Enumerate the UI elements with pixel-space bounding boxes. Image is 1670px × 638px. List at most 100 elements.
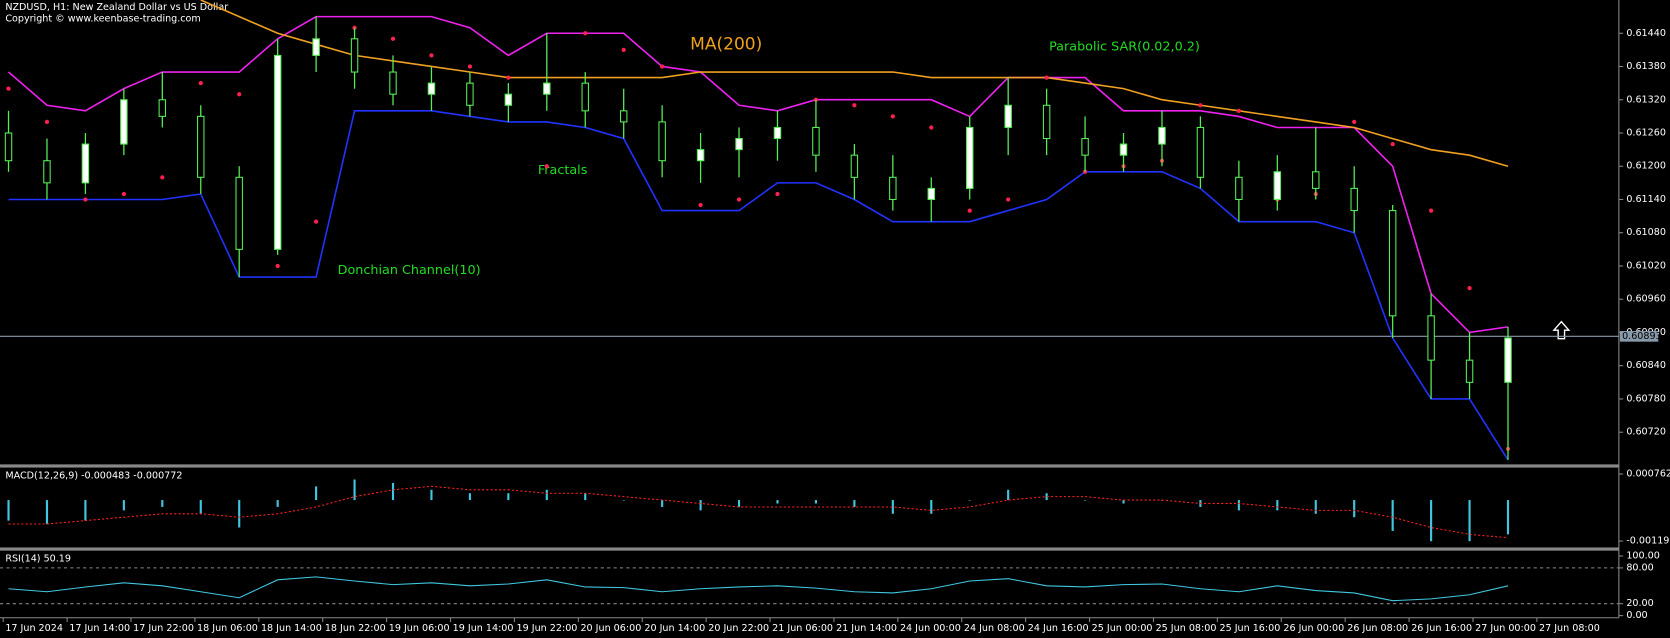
macd-bar	[1430, 500, 1433, 542]
macd-bar	[891, 500, 894, 514]
sar-dot	[1198, 103, 1203, 108]
x-tick-label: 20 Jun 22:00	[708, 623, 769, 634]
x-tick-label: 18 Jun 14:00	[261, 623, 322, 634]
macd-bar	[430, 489, 433, 501]
sar-dot	[660, 64, 665, 69]
sar-dot	[583, 31, 588, 36]
candle-body	[966, 126, 974, 189]
sar-dot	[736, 197, 742, 202]
sar-dot	[44, 119, 50, 125]
sar-dot	[544, 164, 549, 169]
panel-separator	[0, 464, 1619, 468]
macd-bar	[584, 493, 587, 501]
rsi-title: RSI(14) 50.19	[5, 554, 71, 565]
sar-dot	[967, 208, 972, 213]
y-tick-label: 80.00	[1626, 562, 1653, 573]
y-tick-label: 0.61380	[1626, 61, 1666, 72]
macd-bar	[1007, 489, 1010, 501]
y-tick-label: 0.00	[1626, 610, 1647, 621]
indicator-line	[7, 15, 1509, 334]
candle-body	[312, 38, 320, 56]
candle-body	[1465, 359, 1474, 383]
macd-bar	[161, 500, 164, 507]
macd-bar	[699, 500, 702, 511]
rsi-line	[8, 576, 1509, 602]
x-tick-label: 17 Jun 2024	[5, 623, 63, 634]
candle-body	[927, 187, 936, 201]
candle-body	[504, 93, 513, 106]
sar-dot	[160, 175, 165, 180]
candle-body	[1081, 138, 1089, 156]
y-tick-label: 0.60840	[1626, 360, 1666, 371]
y-tick-label: 0.61080	[1626, 227, 1666, 238]
sar-dot	[121, 191, 126, 197]
macd-bar	[737, 500, 741, 507]
candle-body	[543, 82, 551, 95]
sar-dot	[775, 191, 780, 197]
candle-body	[1004, 104, 1012, 128]
candle-body	[81, 143, 90, 184]
x-tick-label: 17 Jun 22:00	[133, 623, 194, 634]
macd-bar	[84, 500, 87, 521]
candle-body	[581, 82, 589, 112]
sar-dot	[429, 53, 434, 58]
y-tick-label: 0.61020	[1626, 260, 1666, 271]
y-tick-label: 0.61260	[1626, 127, 1666, 138]
y-tick-label: -0.001196	[1626, 536, 1670, 547]
macd-bar	[545, 489, 548, 501]
candle-body	[1196, 126, 1205, 178]
y-tick-label: 0.60780	[1626, 393, 1666, 404]
x-tick-label: 27 Jun 00:00	[1475, 623, 1536, 634]
macd-signal	[8, 485, 1509, 539]
candle-body	[273, 54, 282, 250]
y-tick-label: 0.61140	[1626, 194, 1666, 205]
up-arrow-icon	[1552, 320, 1571, 340]
macd-bar	[1276, 500, 1279, 511]
x-tick-label: 19 Jun 14:00	[453, 623, 514, 634]
x-tick-label: 18 Jun 06:00	[197, 623, 258, 634]
macd-bar	[468, 493, 471, 501]
x-tick-label: 26 Jun 00:00	[1283, 623, 1344, 634]
macd-bar	[1237, 500, 1240, 511]
candle-body	[1158, 126, 1166, 145]
candle-body	[427, 82, 436, 95]
sar-dot	[890, 114, 895, 119]
sar-dot	[698, 202, 703, 208]
sar-dot	[83, 197, 88, 202]
candle-body	[120, 99, 128, 145]
candle-body	[1350, 187, 1358, 212]
candle-body	[1273, 171, 1282, 201]
macd-bar	[1468, 500, 1471, 542]
sar-dot	[198, 80, 203, 86]
sar-dot	[467, 64, 473, 69]
candle-body	[197, 115, 205, 178]
macd-bar	[199, 500, 202, 514]
chart-title: NZDUSD, H1: New Zealand Dollar vs US Dol…	[5, 2, 228, 13]
macd-bar	[853, 500, 856, 507]
macd-bar	[1391, 500, 1394, 531]
sar-dot	[506, 75, 511, 80]
candle-body	[1312, 171, 1320, 189]
sar-dot	[6, 86, 11, 91]
macd-bar	[7, 500, 10, 521]
x-tick-label: 25 Jun 16:00	[1219, 623, 1280, 634]
candle-body	[158, 99, 167, 117]
macd-bar	[930, 500, 933, 514]
sar-dot	[1390, 141, 1395, 147]
indicator-line	[200, 0, 1509, 168]
macd-bar	[238, 500, 241, 528]
sar-dot	[621, 47, 626, 53]
x-tick-label: 24 Jun 16:00	[1028, 623, 1089, 634]
x-tick-label: 27 Jun 08:00	[1539, 623, 1600, 634]
y-tick-label: 0.61320	[1626, 94, 1666, 105]
macd-bar	[814, 500, 818, 504]
macd-bar	[45, 500, 49, 525]
candle-body	[1427, 315, 1435, 361]
x-tick-label: 20 Jun 14:00	[644, 623, 705, 634]
macd-bar	[622, 500, 625, 501]
candle-body	[43, 160, 51, 184]
macd-bar	[507, 493, 510, 501]
